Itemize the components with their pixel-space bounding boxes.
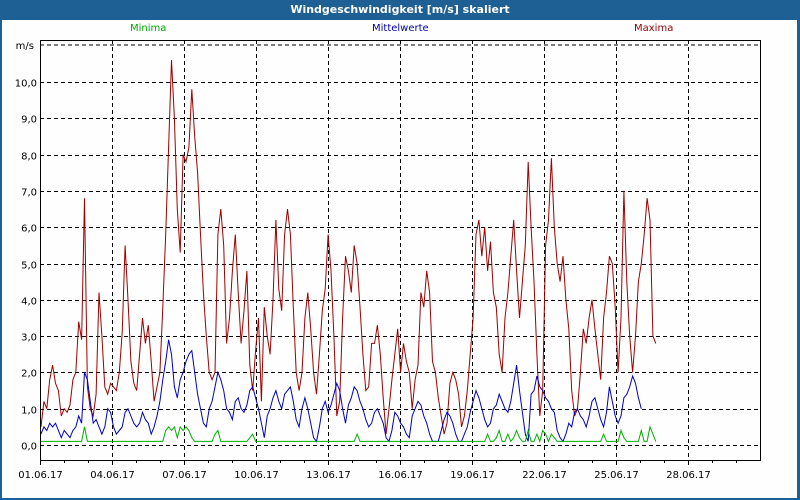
- legend-mittelwerte: Mittelwerte: [372, 23, 429, 34]
- y-tick-label: 7,0: [21, 188, 37, 199]
- x-tick-label: 25.06.17: [594, 470, 639, 481]
- x-tick-label: 01.06.17: [18, 470, 63, 481]
- series-minima: [41, 425, 657, 443]
- y-tick-label: 3,0: [21, 333, 37, 344]
- series-maxima: [40, 60, 657, 435]
- y-tick-label: 6,0: [21, 224, 37, 235]
- y-tick-label: 4,0: [21, 297, 37, 308]
- y-tick-label: 8,0: [21, 152, 37, 163]
- y-axis-unit: m/s: [16, 41, 34, 52]
- x-tick-label: 04.06.17: [90, 470, 135, 481]
- y-tick-label: 1,0: [21, 406, 37, 417]
- x-tick-label: 16.06.17: [378, 470, 423, 481]
- y-tick-label: 0,0: [21, 442, 37, 453]
- series-mittelwerte: [40, 339, 642, 443]
- y-tick-label: 2,0: [21, 369, 37, 380]
- y-tick-label: 5,0: [21, 261, 37, 272]
- chart-panel: [2, 20, 797, 498]
- x-tick-label: 22.06.17: [522, 470, 567, 481]
- window-title: Windgeschwindigkeit [m/s] skaliert: [290, 3, 510, 16]
- x-tick-label: 07.06.17: [162, 470, 207, 481]
- x-tick-label: 28.06.17: [666, 470, 711, 481]
- x-tick-label: 19.06.17: [450, 470, 495, 481]
- legend-minima: Minima: [130, 23, 167, 34]
- plot-frame: [40, 40, 761, 461]
- legend-maxima: Maxima: [634, 23, 674, 34]
- x-tick-label: 13.06.17: [306, 470, 351, 481]
- y-tick-label: 9,0: [21, 115, 37, 126]
- y-tick-label: 10,0: [15, 79, 37, 90]
- x-tick-label: 10.06.17: [234, 470, 279, 481]
